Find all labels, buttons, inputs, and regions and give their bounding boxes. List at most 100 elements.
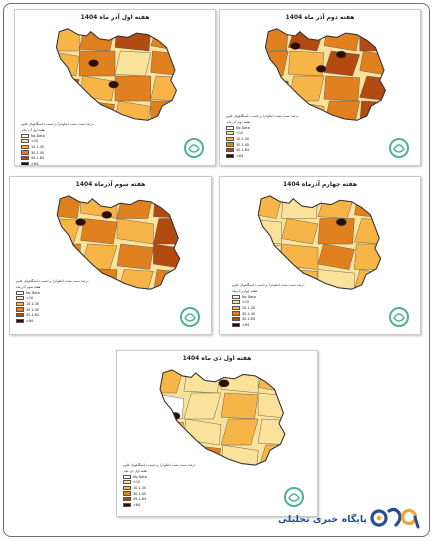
- legend-row: 30.1-45: [226, 142, 250, 148]
- legend-row: <10: [123, 480, 147, 486]
- province-region: [160, 369, 185, 394]
- brand-name: پایگاه خبری تحلیلی: [277, 514, 367, 525]
- province-region-hotspot: [101, 211, 113, 219]
- map-legend: هفته چهارم آذرماه No Data <10 10.1-30 30.1-…: [232, 289, 257, 328]
- province-region: [354, 269, 381, 290]
- legend-row: 30.1-45: [232, 311, 257, 317]
- province-region: [288, 50, 325, 77]
- province-region: [354, 218, 381, 245]
- map-caption: درصد تست مثبت انفلوانزا برحسب دانشگاههای…: [232, 283, 305, 287]
- legend-row: >64: [232, 322, 257, 328]
- legend-label: 45.1-64: [31, 156, 45, 161]
- ministry-logo-icon: [389, 307, 409, 327]
- province-region-hotspot: [290, 270, 302, 279]
- legend-label: 45.1-64: [242, 317, 256, 322]
- province-region-hotspot: [218, 379, 230, 388]
- ministry-logo-icon: [184, 138, 204, 158]
- legend-swatch: [226, 136, 234, 142]
- legend-swatch: [232, 305, 240, 311]
- province-region: [79, 28, 116, 52]
- legend-swatch: [123, 497, 131, 502]
- legend-swatch: [16, 296, 24, 301]
- legend-swatch: [123, 480, 131, 485]
- legend-label: 45.1-64: [133, 497, 147, 502]
- map-panel-week3-azar: هفته سوم آذرماه 1404 درصد تست مثبت انفلو…: [9, 176, 212, 335]
- legend-title: هفته اول آذر ماه: [22, 128, 45, 132]
- iran-choropleth-map: [159, 369, 286, 466]
- legend-swatch: [232, 311, 240, 316]
- legend-swatch: [232, 322, 240, 327]
- legend-row: >64: [21, 161, 45, 166]
- legend-swatch: [21, 150, 29, 155]
- province-region: [150, 75, 177, 102]
- map-legend: هفته اول آذر ماه No Data <10 10.1-30 30.1-4…: [21, 128, 45, 166]
- map-caption: درصد تست مثبت انفلوانزا برحسب دانشگاههای…: [226, 114, 299, 118]
- legend-row: 10.1-30: [232, 305, 257, 311]
- province-region: [57, 195, 81, 219]
- panel-title: هفته دوم آذر ماه 1404: [285, 14, 355, 21]
- map-legend: هفته اول دی ماه No Data <10 10.1-30 30.1-45…: [123, 469, 147, 508]
- legend-label: >64: [31, 161, 39, 166]
- legend-label: <10: [236, 131, 244, 136]
- legend-swatch: [16, 290, 24, 295]
- province-region: [150, 100, 177, 121]
- province-region: [257, 392, 285, 420]
- map-panel-week4-azar: هفته چهارم آذرماه 1404 درصد تست مثبت انف…: [219, 176, 421, 335]
- legend-swatch: [16, 301, 24, 307]
- province-region: [183, 392, 222, 420]
- province-region-hotspot: [335, 50, 347, 59]
- legend-row: 30.1-45: [21, 150, 45, 156]
- legend-row: <10: [232, 300, 257, 306]
- province-region-hotspot: [63, 262, 75, 270]
- map-caption: درصد تست مثبت انفلوانزا برحسب دانشگاههای…: [123, 463, 196, 467]
- province-region: [281, 218, 319, 245]
- legend-row: 45.1-64: [123, 496, 147, 502]
- province-region: [80, 218, 118, 245]
- iran-choropleth-map: [55, 28, 177, 121]
- legend-row: No Data: [232, 294, 257, 300]
- map-panel-week2-azar: هفته دوم آذر ماه 1404 درصد تست مثبت انفل…: [219, 9, 421, 166]
- legend-label: <10: [133, 480, 141, 485]
- legend-label: 45.1-64: [26, 313, 40, 318]
- province-region: [160, 444, 185, 466]
- map-legend: هفته سوم آذر ماه No Data <10 10.1-30 30.1-4…: [16, 285, 40, 324]
- legend-label: 10.1-30: [242, 305, 256, 310]
- legend-row: 45.1-64: [16, 312, 40, 318]
- map-border: [264, 28, 386, 121]
- legend-label: <10: [31, 139, 39, 144]
- legend-swatch: [123, 491, 131, 496]
- province-region: [56, 28, 80, 52]
- legend-swatch: [21, 156, 29, 161]
- legend-row: 45.1-64: [226, 147, 250, 153]
- province-region: [114, 50, 151, 77]
- legend-swatch: [226, 148, 234, 153]
- legend-row: 10.1-30: [21, 144, 45, 150]
- legend-row: 10.1-30: [123, 485, 147, 491]
- legend-swatch: [123, 502, 131, 507]
- province-region: [114, 28, 151, 52]
- legend-swatch: [16, 318, 24, 323]
- province-region: [153, 195, 180, 219]
- province-region: [114, 75, 151, 102]
- province-region: [150, 50, 177, 77]
- map-caption: درصد تست مثبت انفلوانزا برحسب دانشگاههای…: [16, 279, 89, 283]
- province-region: [265, 28, 289, 52]
- legend-label: 30.1-45: [26, 307, 40, 312]
- province-region: [183, 444, 222, 466]
- legend-swatch: [123, 474, 131, 479]
- legend-row: 45.1-64: [232, 316, 257, 322]
- legend-label: No Data: [133, 474, 147, 479]
- legend-label: 10.1-30: [236, 136, 250, 141]
- province-region: [257, 418, 285, 446]
- legend-label: No Data: [31, 133, 45, 138]
- rokna-logo-icon: [370, 507, 420, 529]
- province-region: [359, 28, 386, 52]
- legend-label: 10.1-30: [133, 485, 147, 490]
- legend-label: 30.1-45: [236, 142, 250, 147]
- province-region: [153, 218, 180, 245]
- brand-watermark: پایگاه خبری تحلیلی: [275, 503, 425, 533]
- legend-swatch: [226, 142, 234, 147]
- province-region-hotspot: [75, 218, 86, 226]
- legend-title: هفته اول دی ماه: [124, 469, 147, 473]
- legend-row: 10.1-30: [16, 301, 40, 307]
